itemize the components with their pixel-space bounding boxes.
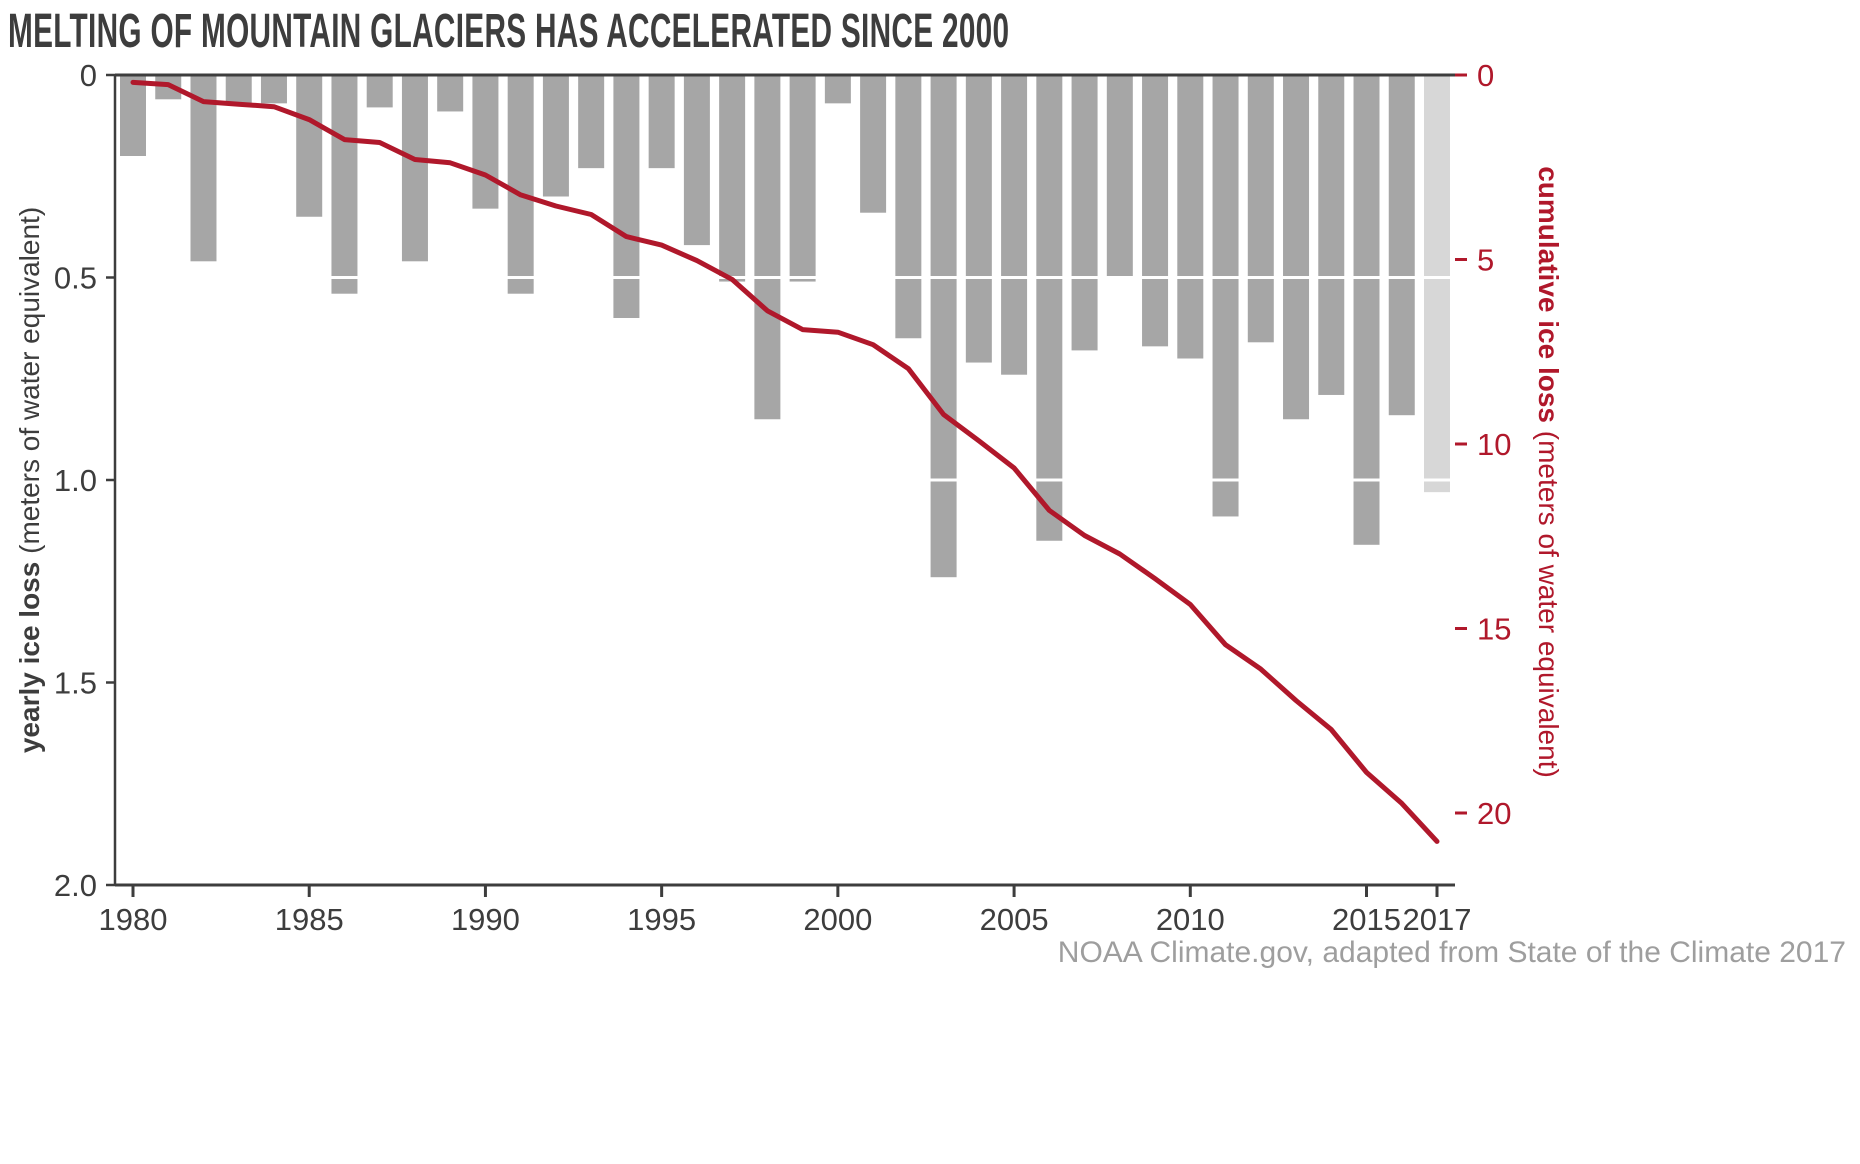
cumulative-line [130, 79, 1440, 844]
bar-2012 [1247, 75, 1274, 343]
left-axis-title-normal: (meters of water equivalent) [14, 206, 45, 562]
bar-2003 [930, 75, 957, 578]
bar-2007 [1071, 75, 1098, 351]
bar-1996 [683, 75, 710, 246]
bar-2009 [1142, 75, 1169, 347]
left-tick-label-0.5: 0.5 [54, 261, 97, 296]
bar-2016 [1388, 75, 1415, 416]
bar-1985 [296, 75, 323, 217]
bar-1994 [613, 75, 640, 318]
source-attribution: NOAA Climate.gov, adapted from State of … [1057, 936, 1846, 969]
x-tick-label-2015: 2015 [1332, 902, 1401, 937]
left-tick-label-1: 1.0 [54, 463, 97, 498]
left-tick-label-2: 2.0 [54, 868, 97, 903]
bar-1992 [542, 75, 569, 197]
bar-2001 [860, 75, 887, 213]
bar-2010 [1177, 75, 1204, 359]
right-axis-title-normal: (meters of water equivalent) [1533, 422, 1564, 778]
x-tick-label-2000: 2000 [803, 902, 872, 937]
bar-1983 [225, 75, 252, 104]
bar-1993 [578, 75, 605, 169]
right-axis-title-bold: cumulative ice loss [1533, 166, 1564, 423]
right-axis-title: cumulative ice loss (meters of water equ… [1532, 166, 1564, 778]
bar-1989 [437, 75, 464, 112]
x-tick-label-1990: 1990 [451, 902, 520, 937]
bar-2011 [1212, 75, 1239, 517]
bar-1982 [190, 75, 217, 262]
bar-1998 [754, 75, 781, 420]
chart-title: MELTING OF MOUNTAIN GLACIERS HAS ACCELER… [8, 5, 1010, 58]
left-tick-label-1.5: 1.5 [54, 666, 97, 701]
bar-1995 [648, 75, 675, 169]
bar-1984 [260, 75, 287, 104]
x-tick-label-2005: 2005 [980, 902, 1049, 937]
right-tick-label-20: 20 [1477, 796, 1511, 831]
left-axis-title-bold: yearly ice loss [14, 561, 45, 754]
bar-1980 [120, 75, 146, 156]
bar-1999 [789, 75, 816, 282]
bar-2005 [1001, 75, 1028, 375]
bar-1986 [331, 75, 358, 294]
bar-1987 [366, 75, 393, 108]
bar-2006 [1036, 75, 1063, 541]
x-tick-label-1995: 1995 [627, 902, 696, 937]
right-tick-label-5: 5 [1477, 243, 1494, 278]
right-tick-label-10: 10 [1477, 427, 1511, 462]
x-tick-label-2017: 2017 [1403, 902, 1472, 937]
bar-2017 [1424, 75, 1450, 493]
bar-1990 [472, 75, 499, 209]
bar-2004 [965, 75, 992, 363]
x-tick-label-1980: 1980 [99, 902, 168, 937]
left-axis-title: yearly ice loss (meters of water equival… [14, 207, 46, 753]
bar-1988 [401, 75, 428, 262]
bar-2014 [1318, 75, 1345, 395]
x-tick-label-1985: 1985 [275, 902, 344, 937]
bar-2008 [1106, 75, 1133, 278]
left-tick-label-0: 0 [80, 58, 97, 93]
bar-2002 [895, 75, 922, 339]
bar-2015 [1353, 75, 1380, 545]
right-tick-label-0: 0 [1477, 58, 1494, 93]
bar-2000 [824, 75, 851, 104]
bar-2013 [1283, 75, 1310, 420]
bar-1997 [719, 75, 746, 282]
right-tick-label-15: 15 [1477, 612, 1511, 647]
x-tick-label-2010: 2010 [1156, 902, 1225, 937]
bar-1991 [507, 75, 534, 294]
